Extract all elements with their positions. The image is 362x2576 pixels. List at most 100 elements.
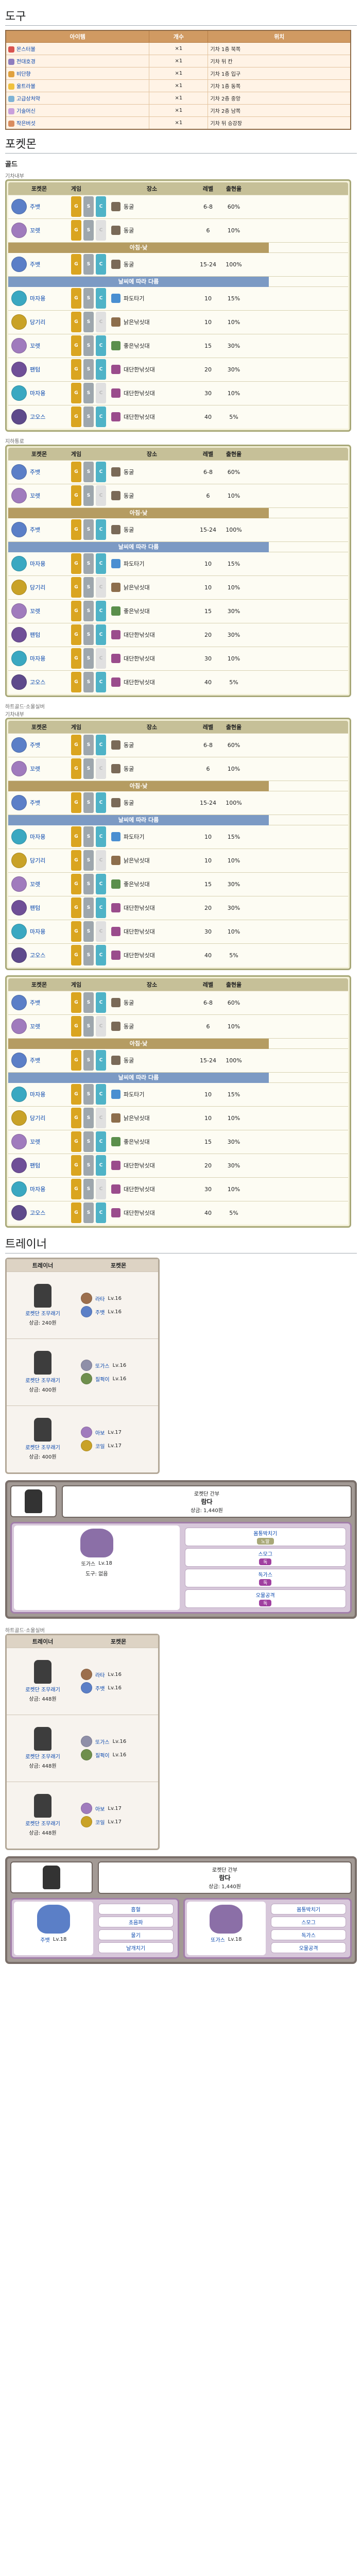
move-name[interactable]: 오물공격 [255,1592,275,1599]
encounter-pokemon[interactable]: 꼬렛 [8,1134,70,1149]
trainer-class[interactable]: 로켓단 조무래기 [25,1821,60,1827]
encounter-pokemon[interactable]: 꼬렛 [8,223,70,238]
items-col-item: 아이템 [5,30,150,43]
item-name[interactable]: 작은버섯 [16,121,36,127]
encounter-pokemon[interactable]: 주뱃 [8,522,70,537]
encounter-pokemon[interactable]: 주뱃 [8,199,70,214]
version-badge: G [71,624,81,645]
encounter-pokemon[interactable]: 꼬렛 [8,1019,70,1034]
version-badge: S [83,519,94,540]
encounter-pokemon[interactable]: 주뱃 [8,464,70,480]
encounter-pokemon[interactable]: 마자용 [8,1087,70,1102]
encounter-pokemon[interactable]: 주뱃 [8,257,70,272]
boss-move: 오물공격 독 [184,1589,346,1608]
item-name[interactable]: 기술머신 [16,109,36,114]
trainer-class[interactable]: 로켓단 조무래기 [25,1445,60,1451]
trainer-class[interactable]: 로켓단 조무래기 [25,1311,60,1317]
move-name[interactable]: 흡혈 [98,1903,174,1914]
encounter-pokemon[interactable]: 마자용 [8,385,70,401]
item-name[interactable]: 비단향 [16,72,31,77]
pokemon-name: 주뱃 [95,1310,105,1316]
trainer-pokemon[interactable]: 아보 Lv.17 [81,1427,156,1438]
item-name[interactable]: 고급상처약 [16,96,40,102]
encounter-pokemon[interactable]: 당기리 [8,314,70,330]
encounter-pokemon[interactable]: 마자용 [8,829,70,844]
item-icon [8,108,14,114]
encounter-pokemon[interactable]: 당기리 [8,580,70,595]
encounter-rate: 60% [227,468,240,476]
encounter-pokemon[interactable]: 마자용 [8,651,70,666]
encounter-col-pokemon: 포켓몬 [31,723,47,731]
encounter-pokemon[interactable]: 꼬렛 [8,603,70,619]
move-name[interactable]: 날개치기 [98,1942,174,1953]
move-name[interactable]: 오물공격 [271,1942,346,1953]
trainer-pokemon[interactable]: 코일 Lv.17 [81,1816,156,1827]
encounter-pokemon[interactable]: 고오스 [8,674,70,690]
encounter-pokemon[interactable]: 주뱃 [8,995,70,1010]
move-name[interactable]: 스모그 [258,1551,273,1557]
location-label: 대단한낚싯대 [124,390,155,397]
pokemon-name[interactable]: 또가스 [211,1937,225,1943]
trainer-class[interactable]: 로켓단 조무래기 [25,1754,60,1760]
encounter-pokemon[interactable]: 마자용 [8,556,70,571]
item-location: 기차 1층 북쪽 [208,42,351,55]
encounter-pokemon[interactable]: 주뱃 [8,795,70,810]
trainer-pokemon[interactable]: 또가스 Lv.16 [81,1736,156,1747]
encounter-pokemon[interactable]: 고오스 [8,1205,70,1221]
version-badge: C [96,406,106,427]
trainer-pokemon[interactable]: 라타 Lv.16 [81,1293,156,1304]
encounter-pokemon[interactable]: 꼬렛 [8,488,70,503]
encounter-pokemon[interactable]: 고오스 [8,409,70,425]
encounter-pokemon[interactable]: 당기리 [8,1110,70,1126]
encounter-pokemon[interactable]: 마자용 [8,924,70,939]
encounter-pokemon[interactable]: 팬텀 [8,900,70,916]
item-icon [8,59,14,65]
trainer-pokemon[interactable]: 질퍽이 Lv.16 [81,1749,156,1760]
trainer-class[interactable]: 로켓단 조무래기 [25,1378,60,1384]
move-name[interactable]: 독가스 [258,1572,273,1578]
encounter-pokemon[interactable]: 마자용 [8,291,70,306]
version-badge: G [71,462,81,482]
encounter-pokemon[interactable]: 주뱃 [8,1053,70,1068]
item-name[interactable]: 울트라볼 [16,84,36,90]
encounter-pokemon[interactable]: 꼬렛 [8,761,70,776]
move-name[interactable]: 독가스 [271,1929,346,1940]
trainer-class[interactable]: 로켓단 조무래기 [25,1687,60,1693]
encounter-pokemon[interactable]: 팬텀 [8,362,70,377]
version-badge: S [83,312,94,332]
items-col-location: 위치 [208,30,351,43]
item-name-cell: 울트라볼 [5,79,150,92]
pokemon-sprite-icon [81,1803,92,1814]
version-badge: C [96,921,106,942]
trainer-pokemon[interactable]: 아보 Lv.17 [81,1803,156,1814]
location-label: 동굴 [124,227,134,234]
encounter-pokemon[interactable]: 고오스 [8,947,70,963]
pokemon-name[interactable]: 주뱃 [40,1937,50,1943]
pokemon-name: 꼬렛 [30,1023,41,1030]
version-badge: S [83,1131,94,1152]
encounter-pokemon[interactable]: 팬텀 [8,1158,70,1173]
location-label: 동굴 [124,527,134,533]
encounter-pokemon[interactable]: 마자용 [8,1181,70,1197]
move-name[interactable]: 물기 [98,1929,174,1940]
encounter-pokemon[interactable]: 당기리 [8,853,70,868]
location-label: 동굴 [124,261,134,268]
trainer-pokemon[interactable]: 주뱃 Lv.16 [81,1306,156,1317]
trainer-pokemon[interactable]: 질퍽이 Lv.16 [81,1373,156,1384]
move-name[interactable]: 스모그 [271,1916,346,1927]
move-name[interactable]: 몸통박치기 [271,1903,346,1914]
item-name[interactable]: 전대호경 [16,59,36,65]
encounter-row: 꼬렛 G S C 동굴 6 10% [8,1014,348,1038]
trainer-pokemon[interactable]: 라타 Lv.16 [81,1669,156,1680]
item-name[interactable]: 몬스터볼 [16,47,36,53]
item-count: ×1 [149,79,209,92]
trainer-pokemon[interactable]: 코일 Lv.17 [81,1440,156,1451]
encounter-pokemon[interactable]: 꼬렛 [8,876,70,892]
move-name[interactable]: 몸통박치기 [253,1531,278,1537]
trainer-pokemon[interactable]: 주뱃 Lv.16 [81,1682,156,1693]
encounter-pokemon[interactable]: 팬텀 [8,627,70,642]
move-name[interactable]: 초음파 [98,1916,174,1927]
encounter-pokemon[interactable]: 꼬렛 [8,338,70,353]
encounter-pokemon[interactable]: 주뱃 [8,737,70,753]
trainer-pokemon[interactable]: 또가스 Lv.16 [81,1360,156,1371]
